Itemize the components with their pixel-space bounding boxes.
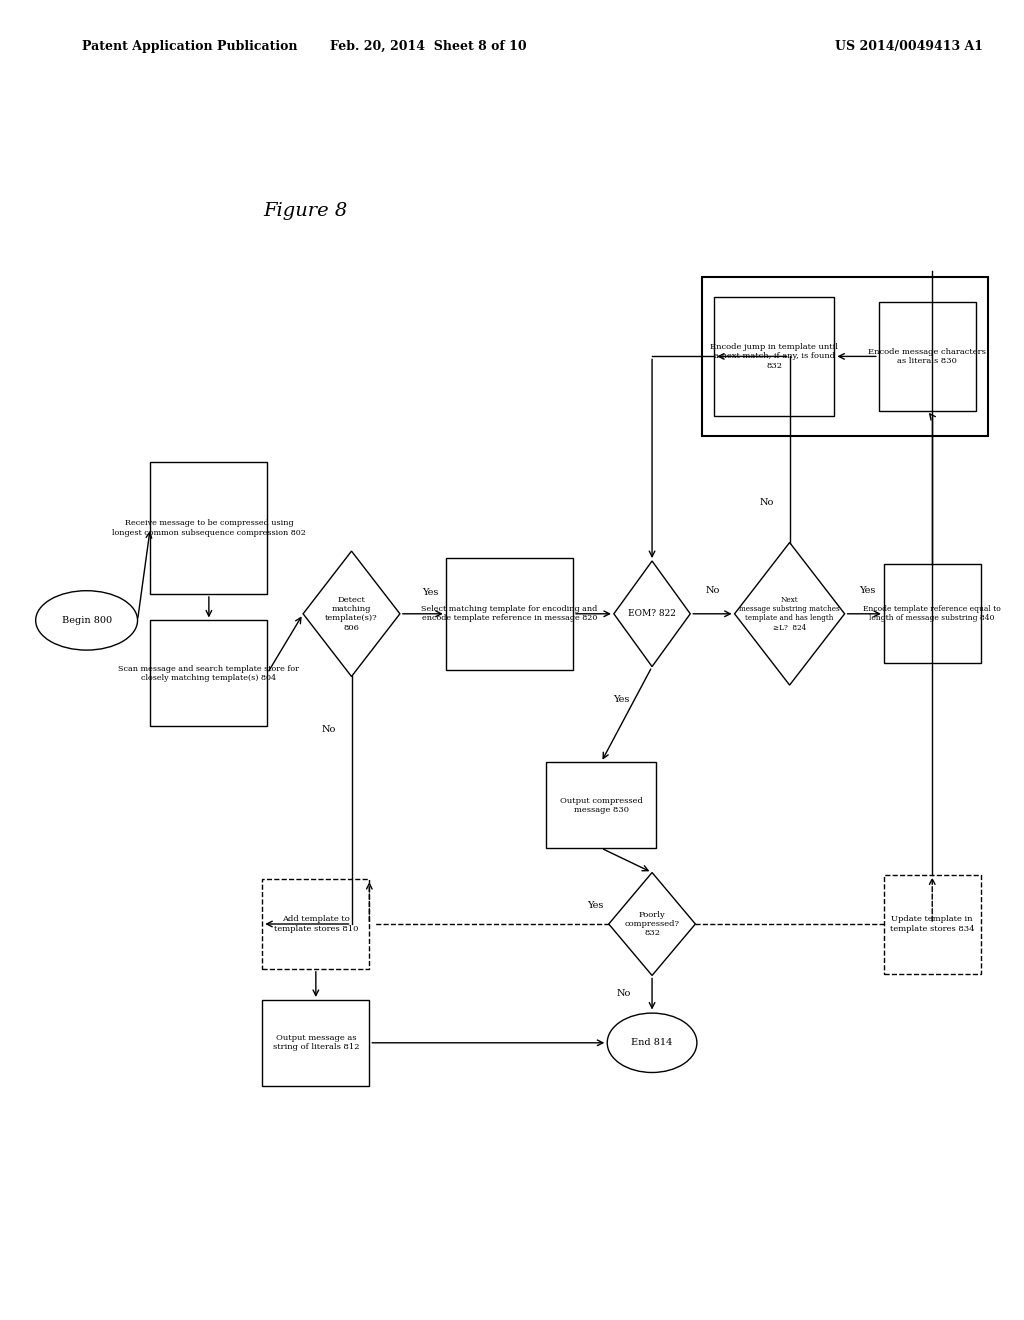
FancyBboxPatch shape [262, 1001, 370, 1085]
Text: Update template in
template stores 834: Update template in template stores 834 [890, 915, 975, 933]
FancyBboxPatch shape [884, 874, 981, 974]
Text: Output compressed
message 830: Output compressed message 830 [560, 796, 642, 814]
FancyBboxPatch shape [546, 762, 656, 847]
FancyBboxPatch shape [884, 565, 981, 663]
Text: Yes: Yes [859, 586, 876, 594]
Text: Select matching template for encoding and
encode template reference in message 8: Select matching template for encoding an… [421, 605, 598, 623]
Polygon shape [608, 873, 695, 975]
Text: Output message as
string of literals 812: Output message as string of literals 812 [272, 1034, 359, 1052]
Text: Next
message substring matches
template and has length
≥L?  824: Next message substring matches template … [739, 597, 840, 631]
Text: Feb. 20, 2014  Sheet 8 of 10: Feb. 20, 2014 Sheet 8 of 10 [330, 40, 526, 53]
Polygon shape [303, 552, 400, 676]
Text: No: No [322, 725, 336, 734]
Text: Patent Application Publication: Patent Application Publication [82, 40, 297, 53]
FancyBboxPatch shape [714, 297, 835, 416]
Text: EOM? 822: EOM? 822 [628, 610, 676, 618]
Text: Encode template reference equal to
length of message substring 840: Encode template reference equal to lengt… [863, 605, 1001, 623]
Text: Encode jump in template until
a next match, if any, is found
832: Encode jump in template until a next mat… [711, 343, 839, 370]
Ellipse shape [607, 1014, 697, 1072]
Polygon shape [734, 543, 845, 685]
FancyBboxPatch shape [445, 557, 573, 671]
Text: Poorly
compressed?
832: Poorly compressed? 832 [625, 911, 680, 937]
FancyBboxPatch shape [879, 302, 976, 411]
Text: US 2014/0049413 A1: US 2014/0049413 A1 [836, 40, 983, 53]
Polygon shape [613, 561, 690, 667]
Text: Encode message characters
as literals 830: Encode message characters as literals 83… [868, 347, 986, 366]
Text: Figure 8: Figure 8 [263, 202, 348, 220]
Ellipse shape [36, 590, 137, 651]
Text: Add template to
template stores 810: Add template to template stores 810 [273, 915, 358, 933]
Text: Receive message to be compressed using
longest common subsequence compression 80: Receive message to be compressed using l… [112, 519, 306, 537]
Text: No: No [706, 586, 720, 594]
Text: Detect
matching
template(s)?
806: Detect matching template(s)? 806 [326, 597, 378, 631]
FancyBboxPatch shape [262, 879, 370, 969]
Text: Yes: Yes [422, 589, 438, 597]
Text: Begin 800: Begin 800 [61, 616, 112, 624]
Text: Yes: Yes [588, 902, 604, 909]
Text: Yes: Yes [613, 696, 630, 704]
FancyBboxPatch shape [151, 620, 267, 726]
Text: End 814: End 814 [632, 1039, 673, 1047]
Text: Scan message and search template store for
closely matching template(s) 804: Scan message and search template store f… [119, 664, 299, 682]
FancyBboxPatch shape [151, 462, 267, 594]
Text: No: No [616, 990, 631, 998]
Text: No: No [760, 499, 774, 507]
